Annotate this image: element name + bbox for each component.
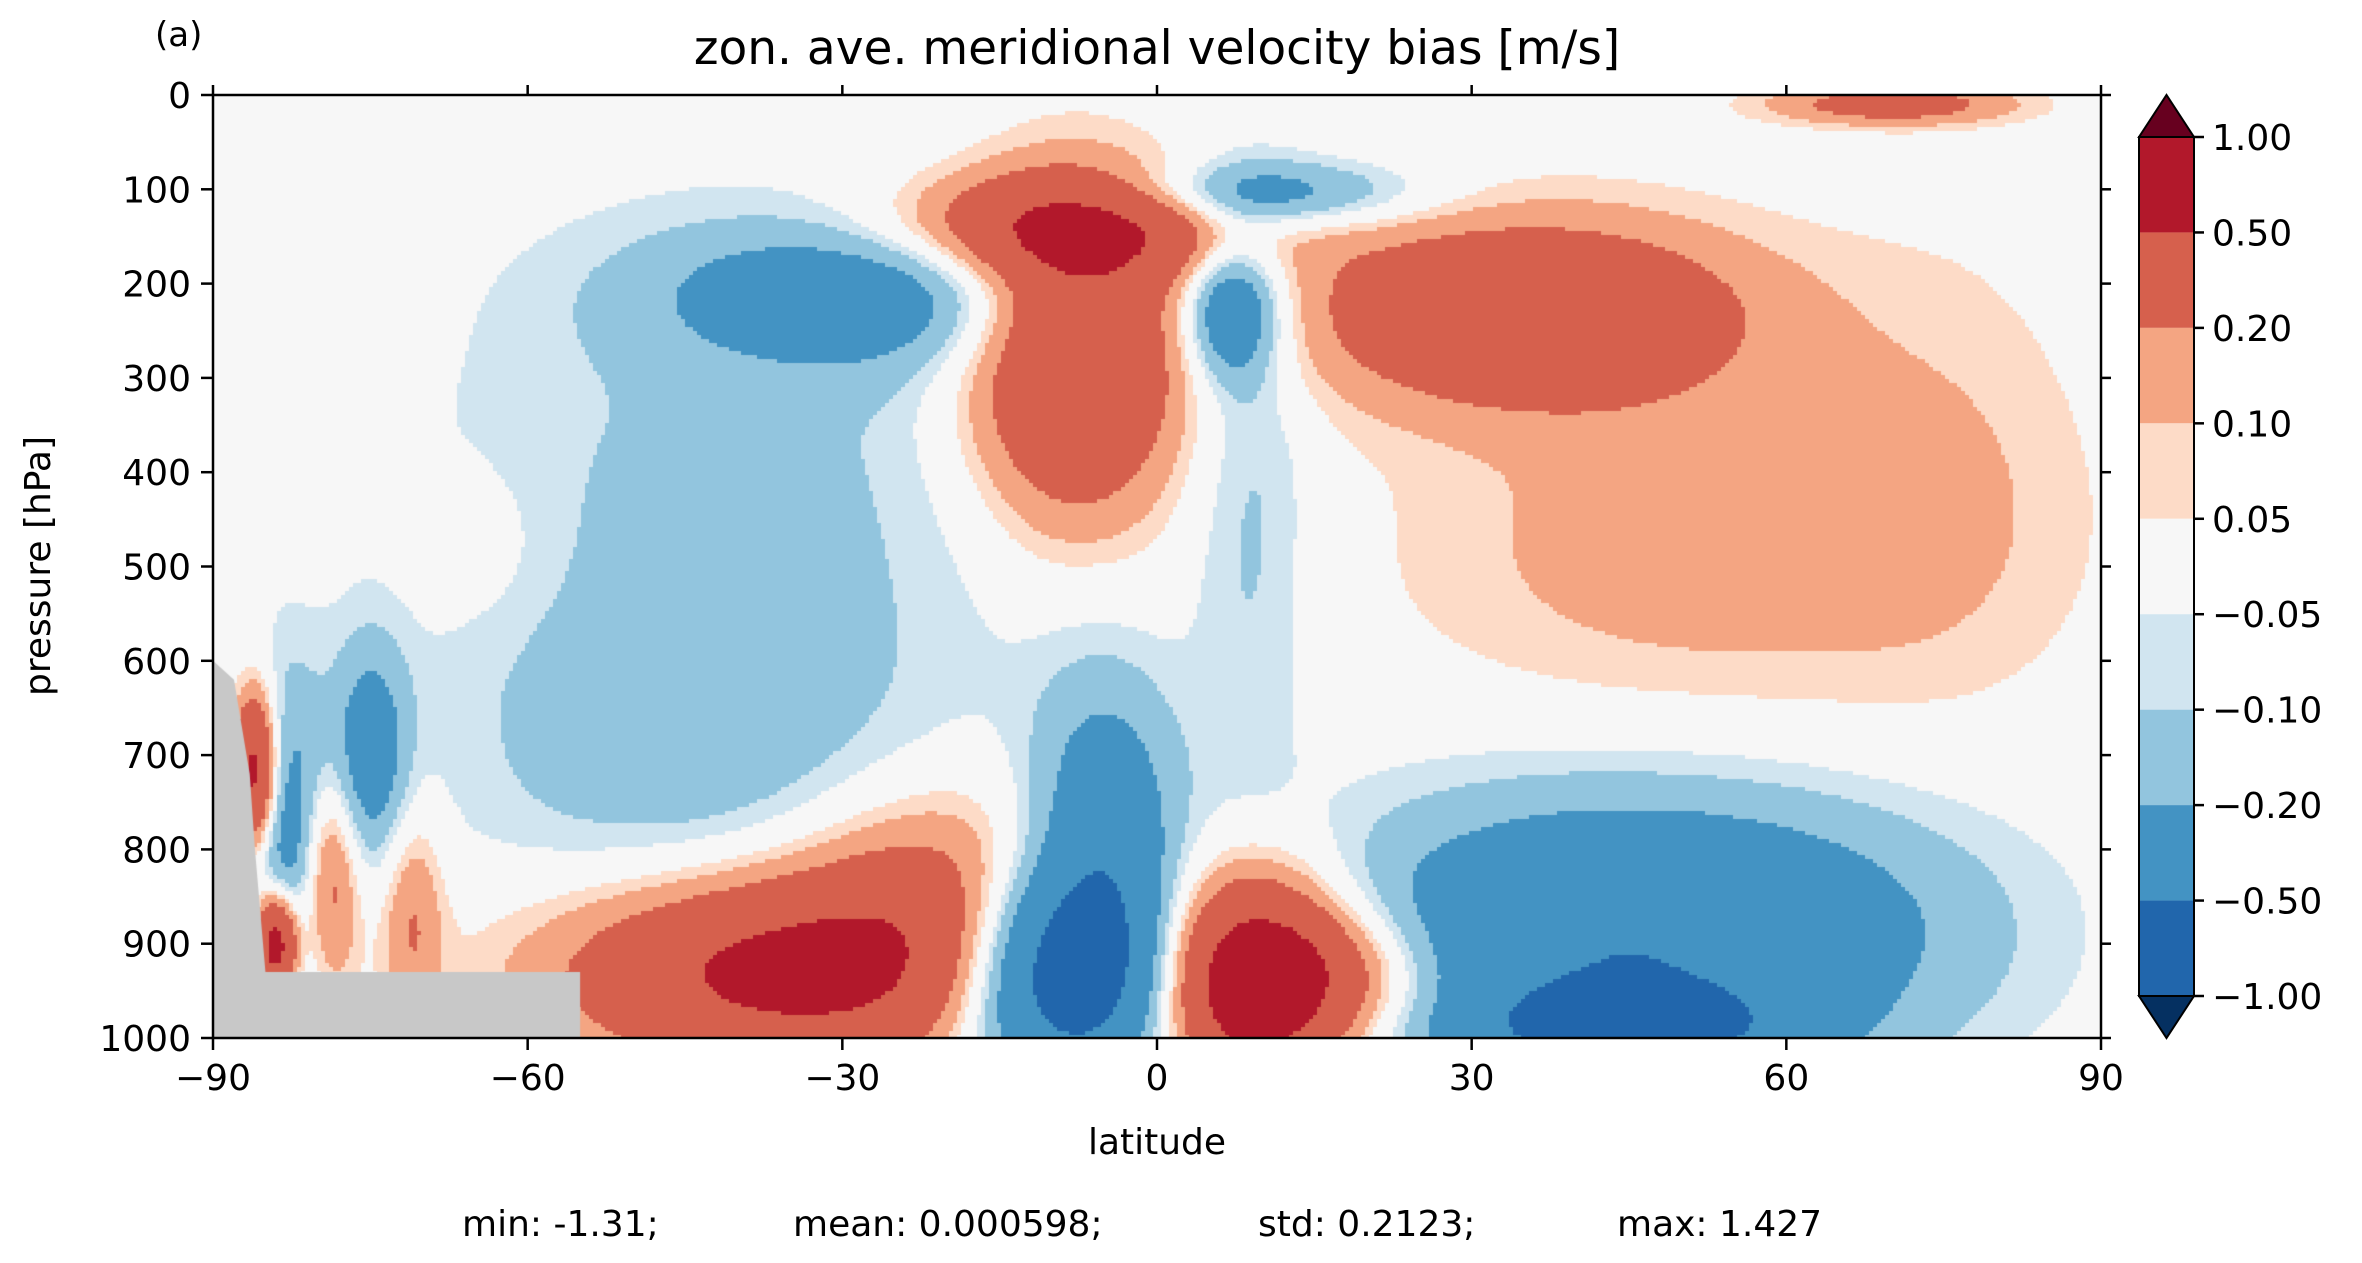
y-tick-label: 0 (168, 76, 191, 117)
y-tick-label: 600 (122, 642, 191, 683)
y-tick-label: 200 (122, 265, 191, 306)
x-tick-label: 0 (1146, 1058, 1169, 1099)
y-axis-label: pressure [hPa] (18, 436, 59, 696)
colorbar-band (2139, 232, 2194, 328)
x-tick-label: −60 (490, 1058, 566, 1099)
colorbar-tick-label: 0.50 (2212, 213, 2292, 254)
plot-area (211, 93, 2103, 1040)
y-tick-label: 900 (122, 925, 191, 966)
stat-max: max: 1.427 (1617, 1204, 1822, 1245)
stats-line: min: -1.31; mean: 0.000598; std: 0.2123;… (462, 1204, 1822, 1245)
colorbar-extend-max (2137, 93, 2196, 138)
y-tick-label: 400 (122, 453, 191, 494)
y-axis: 0 100 200 300 400 500 600 700 800 900 1000 (99, 76, 2111, 1060)
y-tick-label: 500 (122, 548, 191, 589)
y-tick-label: 100 (122, 170, 191, 211)
x-tick-label: 90 (2078, 1058, 2124, 1099)
colorbar-tick-label: −0.10 (2212, 691, 2322, 732)
colorbar-tick-label: −0.05 (2212, 595, 2322, 636)
colorbar-tick-label: 0.10 (2212, 404, 2292, 445)
y-tick-label: 800 (122, 830, 191, 871)
colorbar-band (2139, 805, 2194, 901)
colorbar-tick-label: 1.00 (2212, 118, 2292, 159)
colorbar-band (2139, 137, 2194, 233)
stat-std: std: 0.2123; (1258, 1204, 1475, 1245)
colorbar-band (2139, 900, 2194, 996)
colorbar-band (2139, 423, 2194, 519)
x-axis: −90 −60 −30 0 30 60 90 (175, 85, 2124, 1099)
colorbar-band (2139, 518, 2194, 615)
x-axis-label: latitude (1088, 1122, 1226, 1163)
y-tick-label: 300 (122, 359, 191, 400)
colorbar-band (2139, 327, 2194, 424)
stat-min: min: -1.31; (462, 1204, 659, 1245)
x-tick-label: −90 (175, 1058, 251, 1099)
colorbar-tick-label: 0.20 (2212, 309, 2292, 350)
y-tick-label: 700 (122, 736, 191, 777)
colorbar: 1.00 0.50 0.20 0.10 0.05 −0.05 −0.10 −0.20 −0.50… (2137, 93, 2322, 1040)
colorbar-tick-label: 0.05 (2212, 500, 2292, 541)
colorbar-frame (2138, 136, 2195, 997)
colorbar-band (2139, 614, 2194, 710)
panel-label: (a) (155, 15, 202, 55)
colorbar-extend-min (2137, 995, 2196, 1040)
y-tick-label: 1000 (99, 1019, 191, 1060)
x-tick-label: 60 (1763, 1058, 1809, 1099)
colorbar-band (2139, 709, 2194, 806)
x-tick-label: 30 (1449, 1058, 1495, 1099)
colorbar-tick-label: −1.00 (2212, 977, 2322, 1018)
colorbar-tick-label: −0.20 (2212, 786, 2322, 827)
contour-field (213, 95, 2101, 1038)
chart-title: zon. ave. meridional velocity bias [m/s] (694, 21, 1620, 76)
colorbar-tick-label: −0.50 (2212, 882, 2322, 923)
x-tick-label: −30 (804, 1058, 880, 1099)
stat-mean: mean: 0.000598; (793, 1204, 1103, 1245)
